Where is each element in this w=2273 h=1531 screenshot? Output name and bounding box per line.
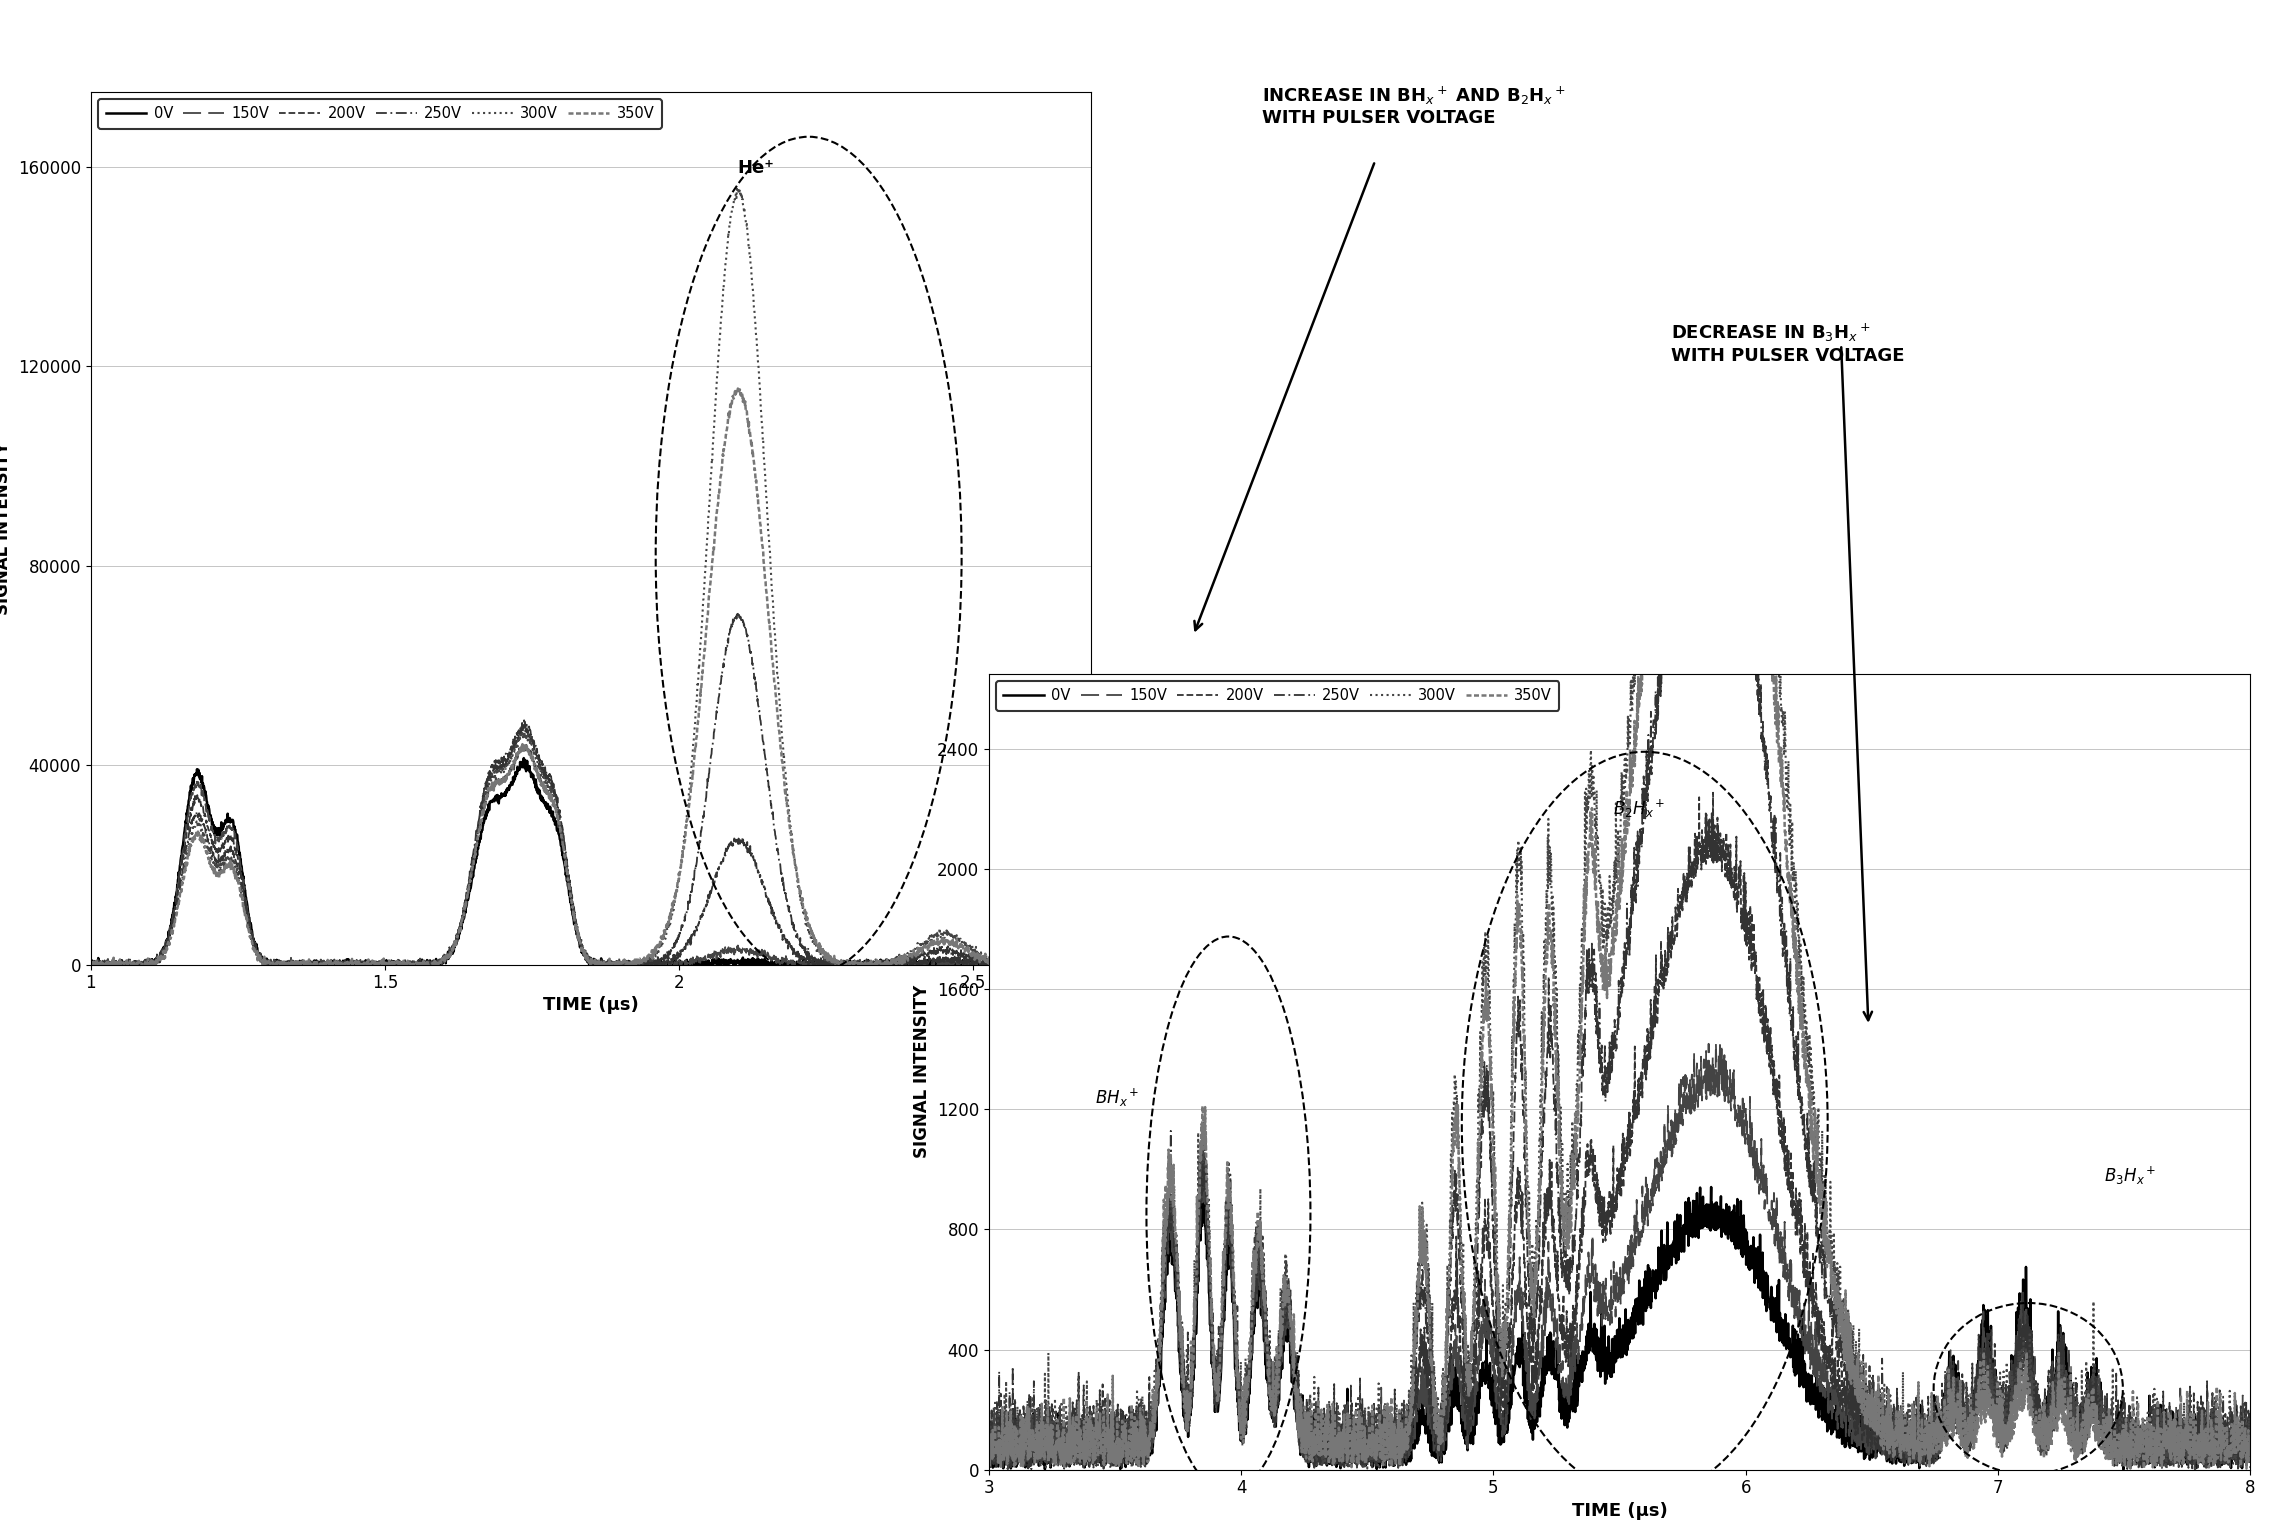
Y-axis label: SIGNAL INTENSITY: SIGNAL INTENSITY: [0, 441, 11, 615]
Legend: 0V, 150V, 200V, 250V, 300V, 350V: 0V, 150V, 200V, 250V, 300V, 350V: [996, 681, 1559, 710]
Text: BH$_x$$^+$: BH$_x$$^+$: [1096, 1085, 1139, 1108]
Legend: 0V, 150V, 200V, 250V, 300V, 350V: 0V, 150V, 200V, 250V, 300V, 350V: [98, 100, 661, 129]
Text: B$_3$H$_x$$^+$: B$_3$H$_x$$^+$: [2105, 1165, 2157, 1187]
Text: He⁺: He⁺: [736, 159, 775, 176]
Text: INCREASE IN BH$_x$$^+$ AND B$_2$H$_x$$^+$
WITH PULSER VOLTAGE: INCREASE IN BH$_x$$^+$ AND B$_2$H$_x$$^+…: [1262, 84, 1566, 127]
Text: B$_2$H$_x$$^+$: B$_2$H$_x$$^+$: [1614, 798, 1666, 821]
Y-axis label: SIGNAL INTENSITY: SIGNAL INTENSITY: [914, 984, 932, 1159]
Text: DECREASE IN B$_3$H$_x$$^+$
WITH PULSER VOLTAGE: DECREASE IN B$_3$H$_x$$^+$ WITH PULSER V…: [1671, 322, 1905, 364]
X-axis label: TIME (μs): TIME (μs): [1571, 1502, 1668, 1520]
X-axis label: TIME (μs): TIME (μs): [543, 997, 639, 1015]
